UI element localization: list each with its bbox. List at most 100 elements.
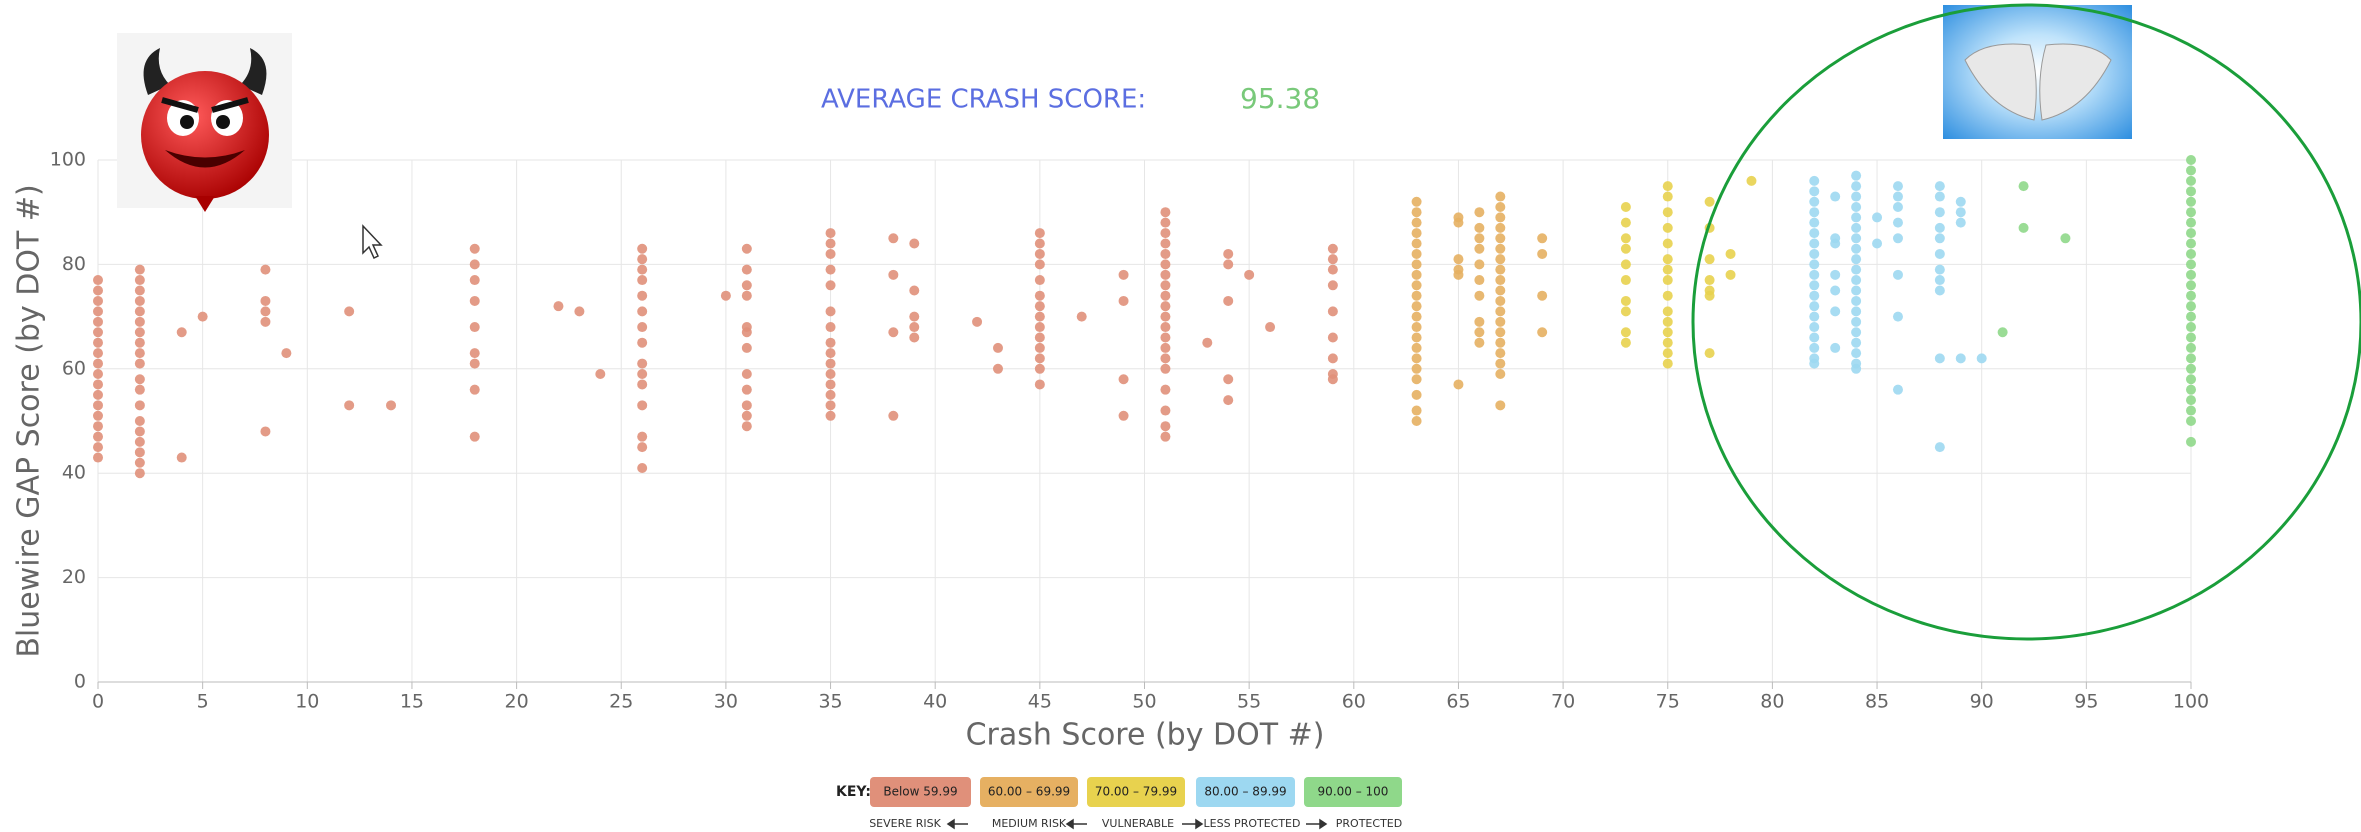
x-tick-label: 5 [197,691,209,713]
data-point [1327,254,1338,265]
x-tick-label: 75 [1656,691,1680,713]
x-tick-label: 95 [2074,691,2098,713]
data-point [595,369,606,380]
data-point [1934,181,1945,192]
data-point [469,295,480,306]
data-point [93,400,103,411]
data-point [741,264,752,275]
data-point [1620,243,1631,254]
data-point [1327,264,1338,275]
data-point [1955,353,1966,364]
data-point [1537,233,1548,244]
data-point [1851,201,1862,212]
mouse-cursor [362,224,383,260]
data-point [825,389,836,400]
highlight-circle [1691,3,2361,641]
data-point [2018,222,2029,233]
data-point [992,363,1003,374]
data-point [1160,290,1171,301]
data-point [1851,285,1862,296]
data-point [1851,316,1862,327]
key-label: 90.00 – 100 [1318,785,1389,799]
data-point [1223,374,1234,385]
data-point [1851,264,1862,275]
data-point [1160,311,1171,322]
data-point [637,431,648,442]
data-point [134,457,145,468]
x-tick-label: 20 [505,691,529,713]
data-point [1851,191,1862,202]
data-point [1495,295,1506,306]
data-point [741,243,752,254]
data-point [1892,384,1903,395]
data-point [1411,228,1422,239]
data-point [469,259,480,270]
data-point [637,322,648,333]
data-point [2186,238,2196,249]
data-point [1495,327,1506,338]
data-point [825,400,836,411]
data-point [1662,264,1673,275]
data-point [93,369,103,380]
data-point [2186,269,2196,280]
data-point [1034,301,1045,312]
data-point [2186,259,2196,270]
data-point [1620,217,1631,228]
data-point [825,280,836,291]
data-point [1495,369,1506,380]
data-point [1662,358,1673,369]
data-point [1704,275,1715,286]
data-point [93,389,103,400]
data-point [574,306,585,317]
data-point [93,442,103,453]
data-point [1034,248,1045,259]
data-point [1809,290,1820,301]
data-point [1809,238,1820,249]
data-point [741,369,752,380]
data-point [1851,254,1862,265]
key-swatch [870,777,971,807]
key-caption: VULNERABLE [1102,817,1174,830]
data-point [176,327,187,338]
data-point [1934,222,1945,233]
data-point [1851,222,1862,233]
data-point [1327,280,1338,291]
data-point [909,332,920,343]
data-point [1934,207,1945,218]
data-point [2186,165,2196,176]
data-point [741,410,752,421]
data-point [1809,217,1820,228]
data-point [1160,342,1171,353]
data-point [1809,311,1820,322]
data-point [469,358,480,369]
data-point [1474,275,1485,286]
data-point [134,384,145,395]
data-point [1411,389,1422,400]
data-point [1474,222,1485,233]
data-point [1851,170,1862,181]
data-point [1809,207,1820,218]
data-point [134,264,145,275]
data-point [1474,337,1485,348]
data-point [134,295,145,306]
data-point [1830,269,1841,280]
data-point [1160,259,1171,270]
data-point [1892,201,1903,212]
data-point [1160,269,1171,280]
key-swatch [980,777,1078,807]
data-point [1620,295,1631,306]
y-tick-label: 0 [74,671,86,693]
data-point [1537,290,1548,301]
data-point [637,442,648,453]
data-point [825,248,836,259]
data-point [1495,348,1506,359]
data-point [1809,196,1820,207]
data-point [1662,290,1673,301]
data-point [1495,191,1506,202]
data-point [2186,301,2196,312]
x-tick-label: 60 [1342,691,1366,713]
data-point [2186,384,2196,395]
key-label: 60.00 – 69.99 [988,785,1070,799]
data-point [1620,306,1631,317]
